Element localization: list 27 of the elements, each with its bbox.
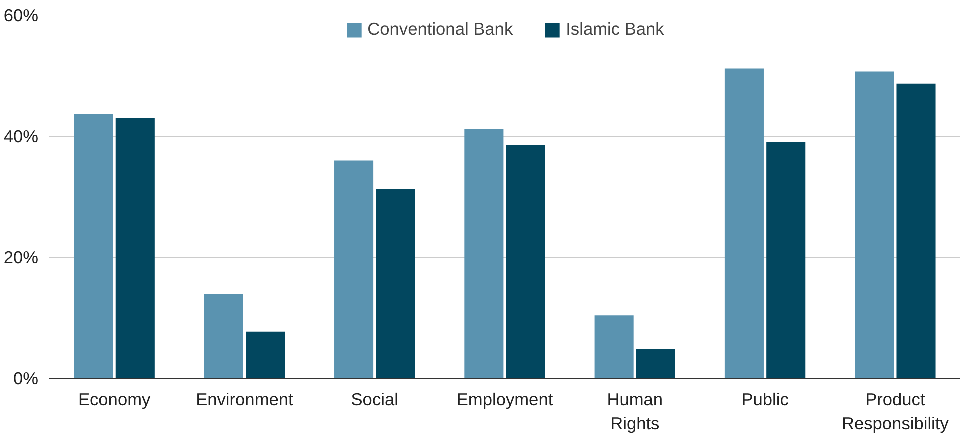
y-tick-label: 40% (4, 126, 39, 146)
bar (896, 84, 936, 378)
bar (594, 316, 634, 378)
y-tick-label: 60% (4, 6, 39, 26)
y-tick-label: 20% (4, 248, 39, 268)
x-tick-label: Economy (78, 390, 152, 410)
bar (724, 68, 764, 378)
x-tick-label: Public (742, 390, 790, 410)
legend-label: Conventional Bank (368, 19, 514, 40)
bar (376, 189, 416, 378)
bar (246, 332, 286, 378)
x-tick-label: Human Rights (607, 390, 664, 434)
x-tick-label: Environment (196, 390, 294, 410)
bar (334, 160, 374, 378)
bar (74, 114, 114, 378)
legend-label: Islamic Bank (566, 19, 664, 40)
y-tick-label: 0% (13, 368, 38, 388)
x-tick-label: Employment (456, 390, 554, 410)
bar (506, 144, 546, 378)
bar (464, 129, 504, 378)
x-tick-label: Product Responsibility (842, 390, 950, 434)
bar (855, 72, 894, 378)
bar (204, 294, 244, 378)
bar (116, 118, 155, 378)
x-tick-label: Social (351, 390, 398, 410)
bar (766, 142, 806, 378)
bar (636, 349, 676, 378)
